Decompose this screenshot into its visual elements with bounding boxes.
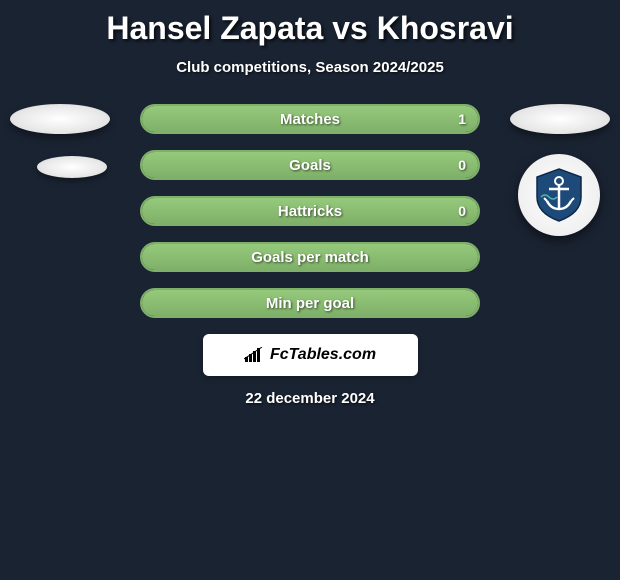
stat-label: Goals bbox=[289, 157, 331, 174]
stat-value: 1 bbox=[458, 111, 466, 127]
player-left-badge bbox=[10, 104, 110, 134]
stat-row-matches: Matches 1 bbox=[140, 104, 480, 134]
brand-badge: FcTables.com bbox=[203, 334, 418, 376]
stat-row-min-per-goal: Min per goal bbox=[140, 288, 480, 318]
stat-row-hattricks: Hattricks 0 bbox=[140, 196, 480, 226]
stat-label: Hattricks bbox=[278, 203, 342, 220]
stat-value: 0 bbox=[458, 203, 466, 219]
brand-text: FcTables.com bbox=[270, 346, 376, 364]
date-text: 22 december 2024 bbox=[0, 390, 620, 407]
subtitle: Club competitions, Season 2024/2025 bbox=[0, 59, 620, 76]
anchor-crest-icon bbox=[531, 167, 587, 223]
stat-label: Min per goal bbox=[266, 295, 354, 312]
club-badge-right bbox=[518, 154, 600, 236]
stat-row-goals-per-match: Goals per match bbox=[140, 242, 480, 272]
page-title: Hansel Zapata vs Khosravi bbox=[0, 10, 620, 47]
stat-bars: Matches 1 Goals 0 Hattricks 0 Goals per … bbox=[140, 104, 480, 318]
stat-value: 0 bbox=[458, 157, 466, 173]
stat-label: Matches bbox=[280, 111, 340, 128]
stats-area: Matches 1 Goals 0 Hattricks 0 Goals per … bbox=[0, 104, 620, 407]
stat-row-goals: Goals 0 bbox=[140, 150, 480, 180]
player-left-badge-small bbox=[37, 156, 107, 178]
bars-icon bbox=[244, 347, 264, 363]
player-right-badge bbox=[510, 104, 610, 134]
stat-label: Goals per match bbox=[251, 249, 369, 266]
